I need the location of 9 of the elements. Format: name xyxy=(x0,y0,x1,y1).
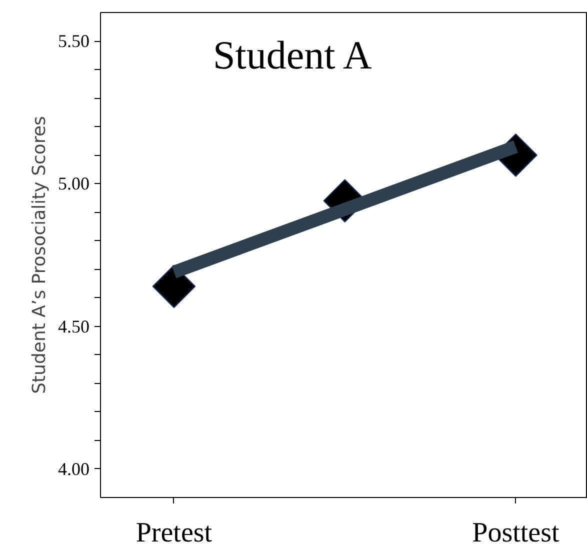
y-tick-label: 4.00 xyxy=(58,458,90,479)
y-tick-label: 5.00 xyxy=(58,174,90,194)
text: Student A xyxy=(213,32,372,78)
point xyxy=(152,264,196,308)
y-tick-label: 4.50 xyxy=(58,316,90,336)
y-tick-label: 5.50 xyxy=(58,31,90,52)
x-tick-label: Posttest xyxy=(472,518,560,548)
y-axis-title: Student A’s Prosociality Scores xyxy=(29,116,50,394)
x-tick-label: Pretest xyxy=(136,518,212,548)
